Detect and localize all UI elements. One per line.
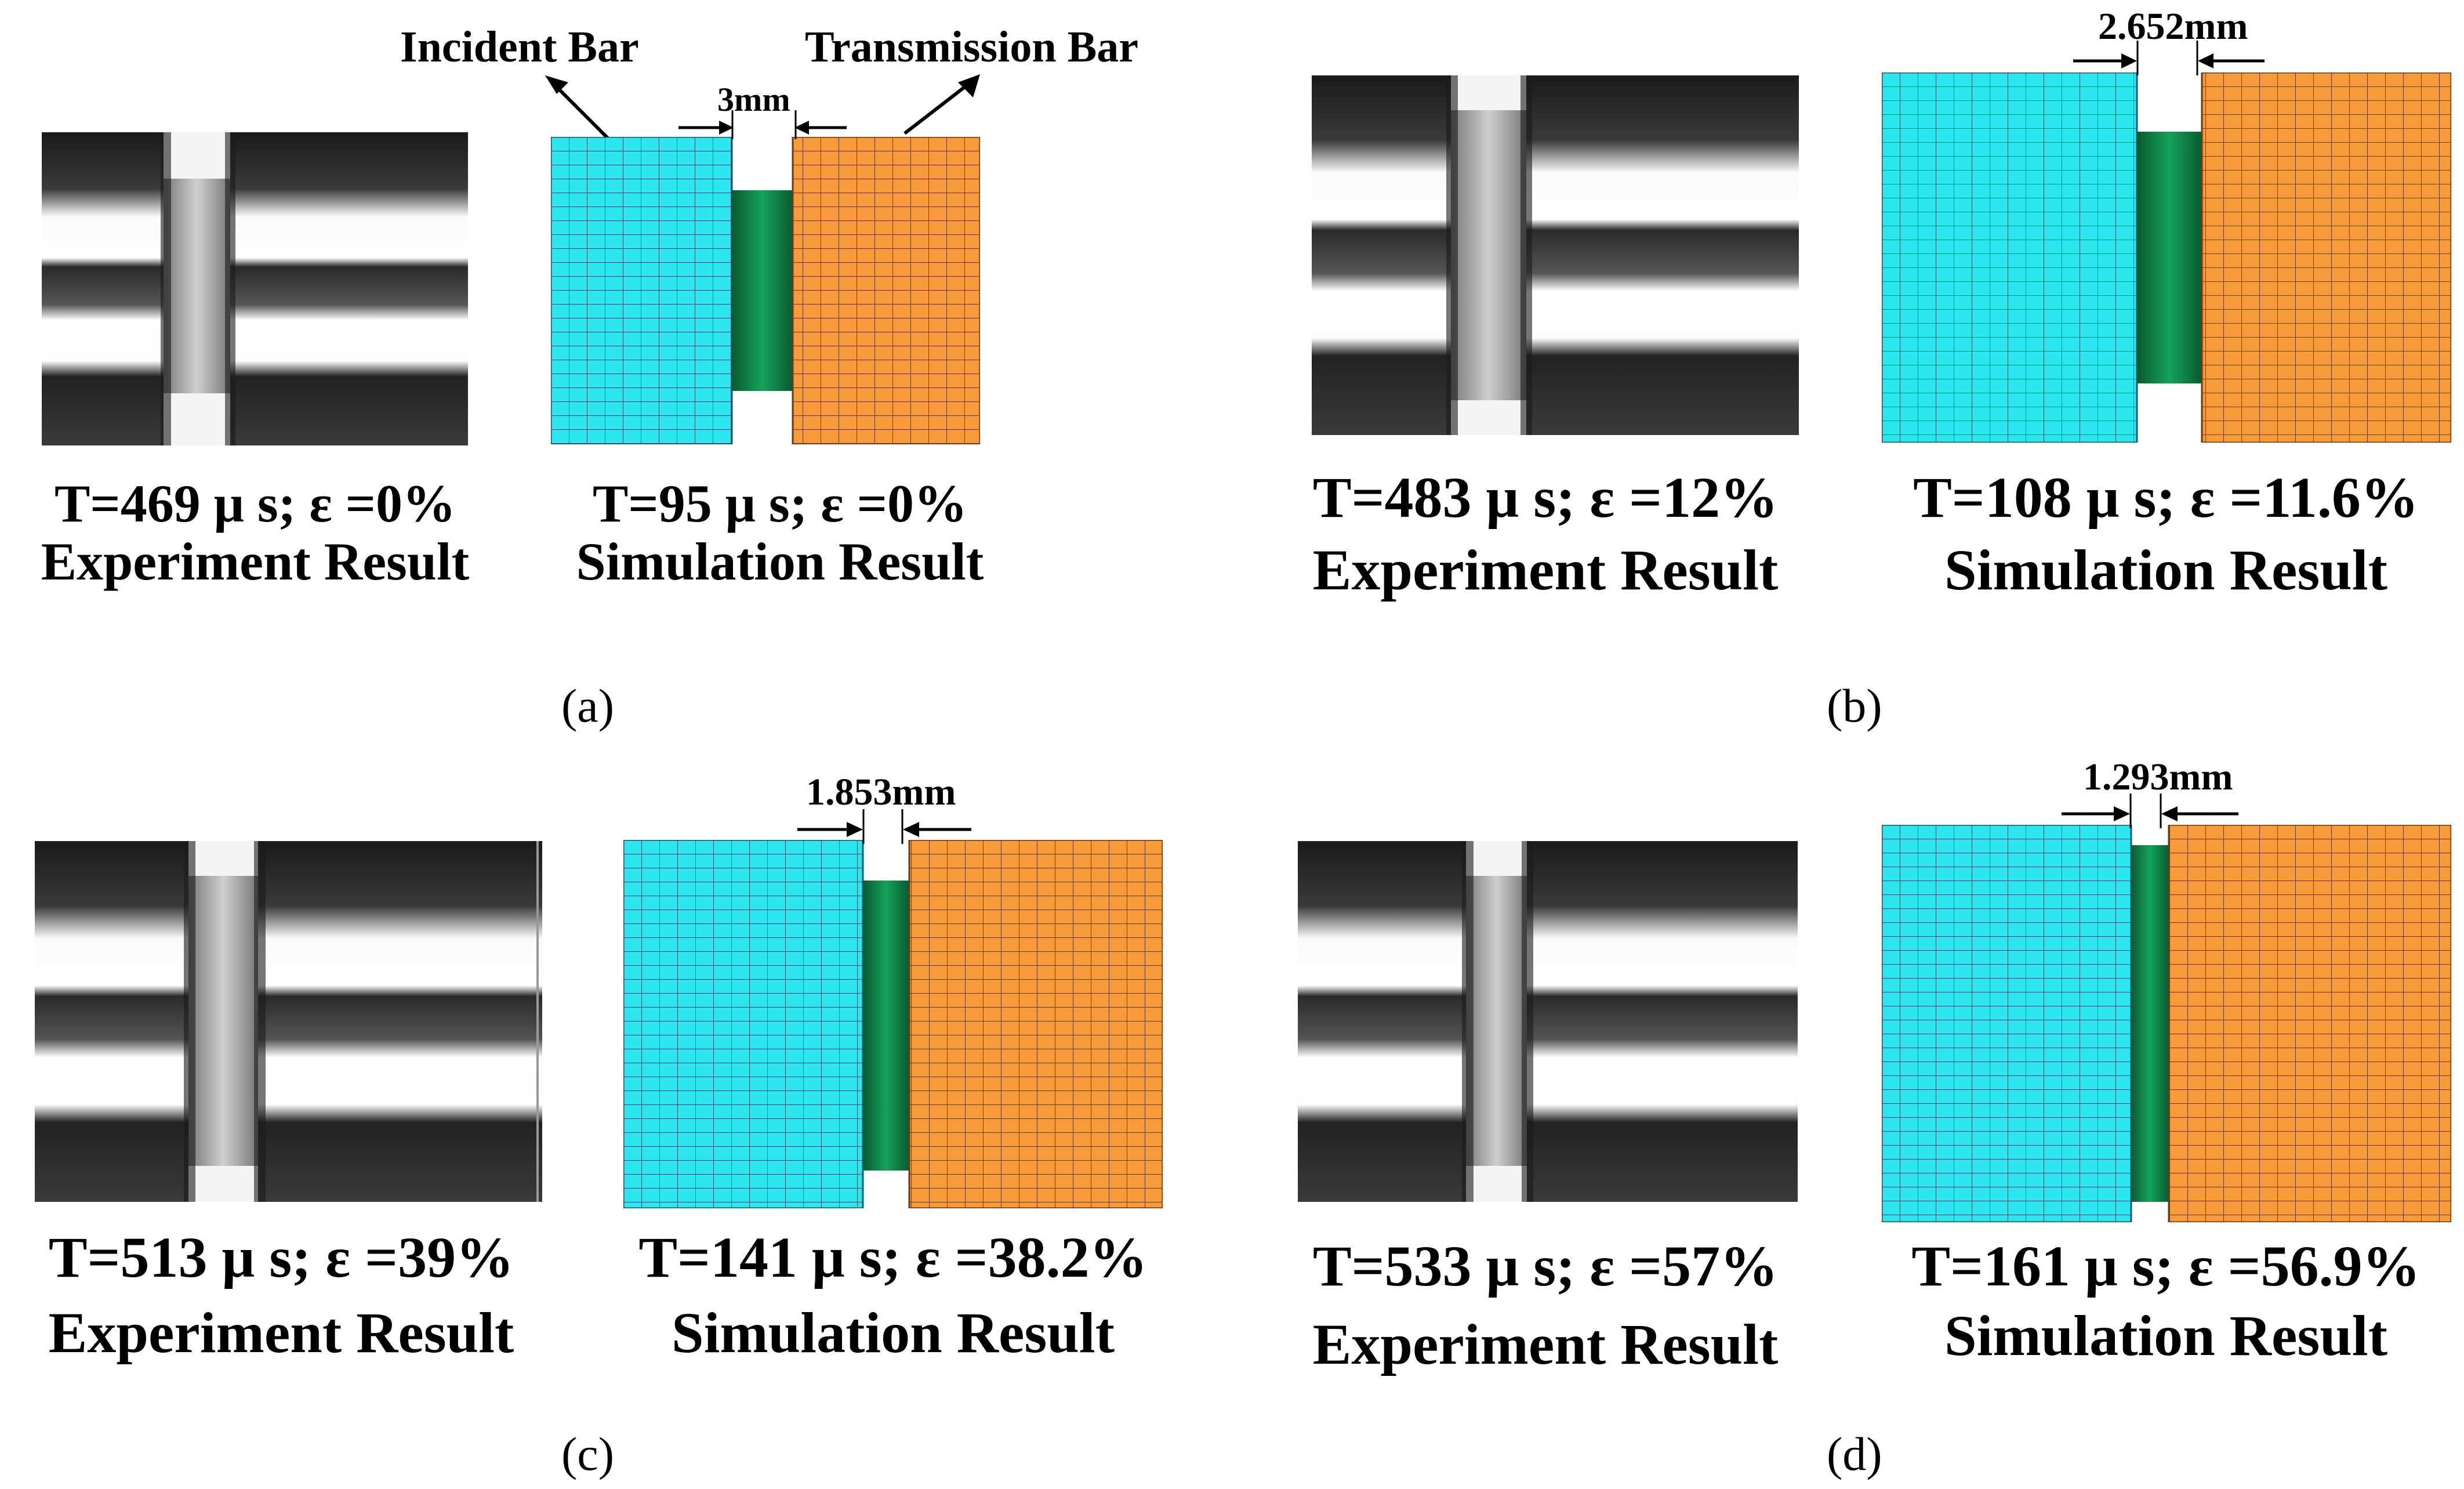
specimen-mesh	[732, 190, 793, 391]
experiment-caption-a-line1: T=469 μ s; ε =0%	[54, 474, 456, 533]
incident-bar-mesh	[1882, 73, 2138, 443]
gap-dimension-a	[678, 110, 847, 139]
experiment-photo-d	[1298, 841, 1798, 1202]
simulation-caption-d-line2: Simulation Result	[1944, 1303, 2387, 1368]
gap-dimension-c	[797, 809, 971, 844]
gap-dimension-d	[2062, 794, 2238, 828]
simulation-model-c	[623, 840, 1163, 1208]
specimen-mesh	[2137, 132, 2202, 383]
gap-label-d: 1.293mm	[2083, 756, 2233, 798]
incident-bar-mesh	[551, 137, 733, 444]
simulation-caption-d-line1: T=161 μ s; ε =56.9%	[1911, 1234, 2421, 1298]
experiment-caption-c-line2: Experiment Result	[48, 1300, 514, 1365]
annotation-arrows-a	[545, 74, 980, 141]
simulation-caption-a-line2: Simulation Result	[576, 532, 984, 591]
gap-dimension-b	[2073, 41, 2265, 75]
gap-label-c: 1.853mm	[806, 771, 956, 813]
simulation-caption-a-line1: T=95 μ s; ε =0%	[592, 474, 968, 533]
experiment-caption-b-line1: T=483 μ s; ε =12%	[1312, 465, 1779, 530]
experiment-caption-d-line1: T=533 μ s; ε =57%	[1312, 1234, 1779, 1298]
specimen-mesh	[2131, 845, 2169, 1202]
transmission-bar-mesh	[908, 840, 1163, 1208]
subfigure-label-a: (a)	[561, 679, 615, 732]
experiment-photo-b	[1312, 75, 1799, 435]
specimen-mesh	[863, 881, 909, 1171]
transmission-bar-label: Transmission Bar	[805, 23, 1139, 71]
simulation-model-b	[1882, 73, 2451, 443]
experiment-photo-a	[42, 132, 468, 445]
subfigure-label-b: (b)	[1827, 679, 1882, 732]
simulation-model-a	[551, 137, 980, 444]
simulation-caption-b-line1: T=108 μ s; ε =11.6%	[1913, 465, 2419, 530]
simulation-model-d	[1882, 825, 2451, 1222]
experiment-caption-b-line2: Experiment Result	[1312, 538, 1779, 602]
transmission-bar-mesh	[2201, 73, 2451, 443]
experiment-photo-c	[35, 841, 542, 1202]
simulation-caption-b-line2: Simulation Result	[1944, 538, 2387, 602]
incident-bar-label: Incident Bar	[400, 23, 639, 71]
experiment-caption-a-line2: Experiment Result	[41, 532, 470, 591]
gap-label-a: 3mm	[717, 81, 790, 118]
simulation-caption-c-line2: Simulation Result	[671, 1300, 1115, 1365]
transmission-bar-mesh	[792, 137, 980, 444]
gap-label-b: 2.652mm	[2098, 5, 2248, 48]
transmission-bar-mesh	[2168, 825, 2451, 1222]
experiment-caption-c-line1: T=513 μ s; ε =39%	[48, 1225, 514, 1289]
incident-bar-mesh	[1882, 825, 2132, 1222]
simulation-caption-c-line1: T=141 μ s; ε =38.2%	[638, 1225, 1148, 1289]
subfigure-label-c: (c)	[561, 1428, 615, 1480]
incident-bar-mesh	[623, 840, 864, 1208]
subfigure-label-d: (d)	[1827, 1428, 1882, 1480]
experiment-caption-d-line2: Experiment Result	[1312, 1312, 1779, 1376]
